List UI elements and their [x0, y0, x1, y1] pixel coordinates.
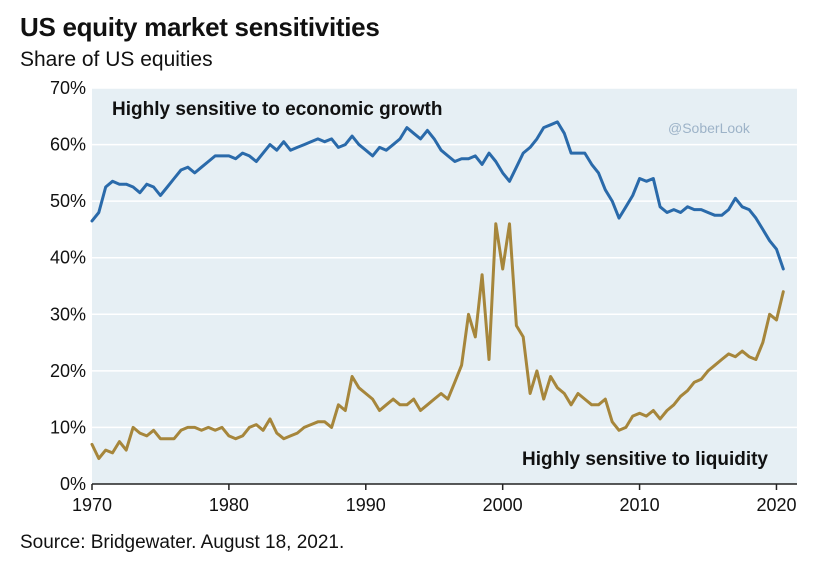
plot-background — [92, 88, 797, 484]
x-tick-label: 1990 — [346, 495, 386, 515]
y-tick-label: 60% — [50, 135, 86, 155]
y-tick-label: 10% — [50, 417, 86, 437]
y-tick-label: 70% — [50, 78, 86, 98]
x-tick-label: 1970 — [72, 495, 112, 515]
chart-title: US equity market sensitivities — [20, 12, 380, 42]
y-tick-label: 30% — [50, 304, 86, 324]
chart-source: Source: Bridgewater. August 18, 2021. — [20, 532, 345, 553]
x-axis-ticks: 1970 1980 1990 2000 2010 2020 — [72, 484, 796, 515]
y-tick-label: 50% — [50, 191, 86, 211]
x-tick-label: 2020 — [756, 495, 796, 515]
y-tick-label: 20% — [50, 361, 86, 381]
gridlines — [92, 87, 797, 485]
watermark: @SoberLook — [668, 120, 751, 136]
x-tick-label: 2000 — [483, 495, 523, 515]
liquidity-series-line — [90, 222, 785, 460]
chart-subtitle: Share of US equities — [20, 48, 213, 71]
growth-series-line — [90, 120, 785, 271]
series-group — [90, 120, 785, 460]
x-tick-label: 1980 — [209, 495, 249, 515]
y-tick-label: 0% — [60, 474, 86, 494]
y-axis-ticks: 0% 10% 20% 30% 40% 50% 60% 70% — [50, 78, 86, 494]
y-tick-label: 40% — [50, 248, 86, 268]
growth-series-label: Highly sensitive to economic growth — [112, 99, 442, 120]
x-tick-label: 2010 — [620, 495, 660, 515]
liquidity-series-label: Highly sensitive to liquidity — [522, 449, 768, 470]
